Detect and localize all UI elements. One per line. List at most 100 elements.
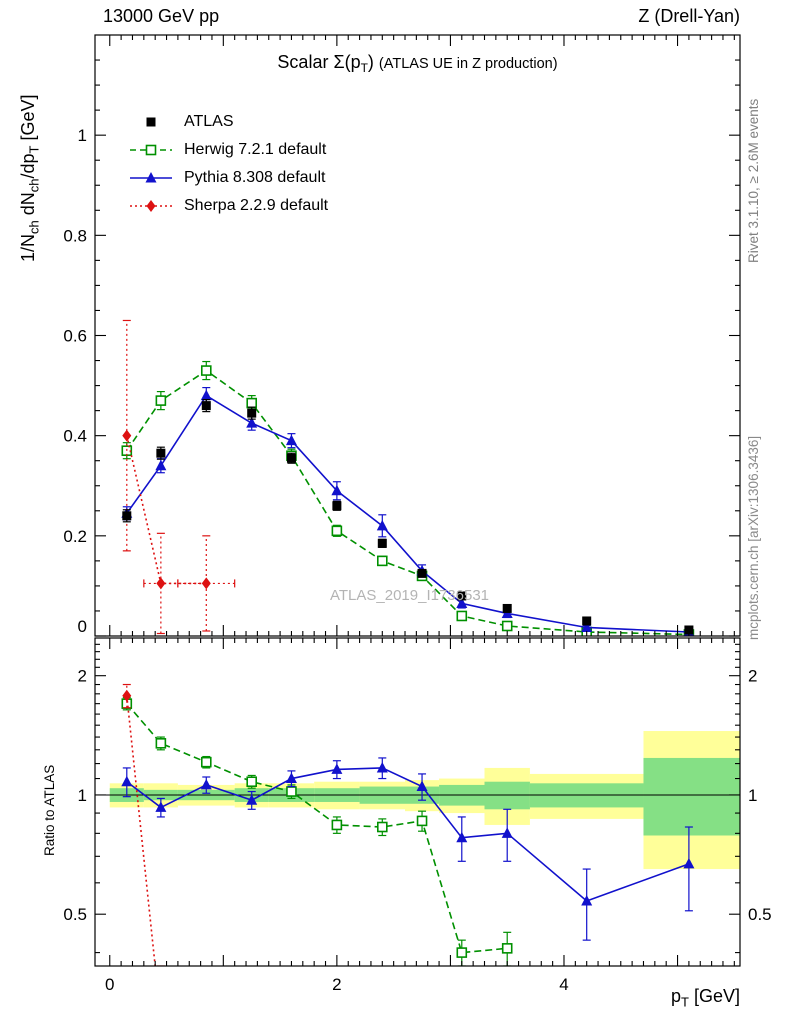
open-square-marker	[200, 756, 212, 768]
triangle-marker	[155, 459, 167, 471]
triangle-marker	[145, 172, 157, 183]
square-marker	[457, 591, 467, 601]
triangle-marker	[456, 831, 468, 843]
open-square-marker	[155, 738, 167, 749]
open-square-marker	[416, 815, 428, 827]
legend-item-sherpa: Sherpa 2.2.9 default	[128, 192, 328, 220]
legend-label-pythia: Pythia 8.308 default	[184, 169, 326, 186]
diamond-marker	[122, 689, 132, 702]
ratio-y-axis-label: Ratio to ATLAS	[42, 764, 57, 856]
ylab-s3: T	[26, 145, 42, 154]
square-marker	[122, 511, 132, 521]
tick-label: 1	[78, 126, 87, 145]
main-panel: 0 0.2 0.4 0.6 0.8 1	[63, 34, 741, 637]
diamond-marker	[201, 577, 211, 590]
legend-item-pythia: Pythia 8.308 default	[128, 164, 328, 192]
triangle-marker	[331, 763, 343, 774]
square-marker	[247, 408, 257, 418]
triangle-marker	[285, 434, 297, 446]
tick-label: 2	[748, 667, 757, 686]
tick-label: 0	[78, 617, 87, 636]
open-square-marker	[331, 525, 343, 537]
diamond-marker	[122, 429, 132, 442]
triangle-marker	[200, 778, 212, 790]
ylab-s1: ch	[26, 220, 42, 234]
triangle-marker	[121, 775, 133, 787]
open-square-marker	[376, 821, 388, 833]
atlas-marker-sample	[146, 117, 156, 127]
series-herwig-7.2.1-default	[121, 697, 513, 966]
legend-label-atlas: ATLAS	[184, 113, 234, 130]
square-marker	[417, 568, 427, 578]
triangle-marker	[376, 761, 388, 773]
tick-label: 4	[559, 975, 568, 994]
open-square-marker	[286, 786, 297, 797]
series-pythia-8.308-default	[121, 757, 695, 941]
analysis-id-watermark: ATLAS_2019_I1736531	[330, 587, 490, 604]
ylab-p1: 1/N	[18, 233, 38, 262]
triangle-marker	[331, 484, 343, 496]
mcplots-reference-note: mcplots.cern.ch [arXiv:1306.3436]	[746, 435, 761, 640]
square-marker	[146, 117, 156, 127]
tick-label: 0.8	[63, 226, 87, 245]
sherpa-marker-sample	[130, 200, 172, 212]
square-marker	[684, 625, 694, 635]
open-square-marker	[331, 819, 343, 831]
triangle-marker	[501, 827, 513, 838]
series-atlas	[122, 399, 694, 635]
square-marker	[286, 453, 296, 463]
square-marker	[156, 448, 166, 458]
title-close: )	[367, 52, 379, 72]
tick-label: 0.5	[748, 905, 772, 924]
open-square-marker	[501, 943, 513, 954]
legend-item-herwig: Herwig 7.2.1 default	[128, 136, 328, 164]
pythia-marker-sample	[130, 172, 172, 183]
square-marker	[377, 538, 387, 548]
tick-label: 2	[332, 975, 341, 994]
ratio-panel-frame	[94, 637, 741, 967]
triangle-marker	[581, 621, 593, 632]
triangle-marker	[155, 801, 167, 812]
process-label: Z (Drell-Yan)	[638, 6, 740, 26]
tick-label: 1	[78, 786, 87, 805]
triangle-marker	[246, 417, 258, 428]
open-square-marker	[456, 947, 468, 958]
open-square-marker	[376, 555, 388, 567]
triangle-marker	[285, 772, 297, 784]
series-sherpa-2.2.9-default	[122, 319, 236, 635]
title-main: Scalar Σ(p	[277, 52, 361, 72]
legend: ATLAS Herwig 7.2.1 default Pythia 8.308 …	[128, 108, 328, 220]
main-y-axis-label: 1/Nch dNch/dpT [GeV]	[18, 94, 42, 262]
ylab-p3: /dp	[18, 153, 38, 179]
square-marker	[332, 501, 342, 511]
ratio-axis-ticks: 0.5 0.5 1 1 2 2 0 2 4	[63, 638, 772, 994]
square-marker	[582, 616, 592, 626]
xlab-p1: p	[671, 986, 682, 1006]
square-marker	[201, 401, 211, 411]
herwig-marker-sample	[130, 144, 172, 156]
tick-label: 0.6	[63, 327, 87, 346]
diamond-marker	[146, 200, 156, 212]
xlab-s1: T	[681, 994, 689, 1010]
legend-item-atlas: ATLAS	[128, 108, 328, 136]
open-square-marker	[456, 610, 468, 622]
open-square-marker	[246, 397, 258, 409]
title-note: (ATLAS UE in Z production)	[378, 56, 558, 72]
open-square-marker	[246, 776, 258, 788]
beam-energy-label: 13000 GeV pp	[103, 6, 220, 26]
triangle-marker	[200, 389, 212, 401]
tick-label: 1	[748, 786, 757, 805]
triangle-marker	[683, 857, 695, 869]
tick-label: 0	[105, 975, 114, 994]
tick-label: 0.5	[63, 905, 87, 924]
diamond-marker	[156, 1014, 165, 1024]
xlab-p2: [GeV]	[688, 986, 740, 1006]
open-square-marker	[200, 365, 212, 376]
x-axis-label: pT [GeV]	[671, 986, 740, 1010]
legend-label-herwig: Herwig 7.2.1 default	[184, 141, 327, 158]
rivet-version-note: Rivet 3.1.10, ≥ 2.6M events	[746, 98, 761, 263]
plot-title: Scalar Σ(pT) (ATLAS UE in Z production)	[95, 52, 740, 75]
diamond-marker	[156, 577, 166, 590]
